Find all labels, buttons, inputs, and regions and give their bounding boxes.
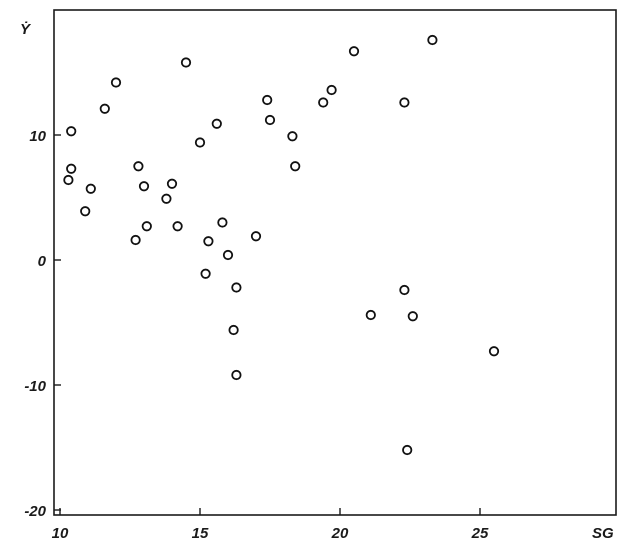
data-point <box>222 249 234 261</box>
data-point <box>287 131 298 142</box>
data-point <box>141 221 152 232</box>
data-point <box>63 174 74 186</box>
x-axis-label: SG <box>592 525 614 542</box>
y-axis-label: Ẏ <box>20 21 32 38</box>
data-point <box>427 34 438 46</box>
y-tick-label: -20 <box>24 503 46 520</box>
data-point <box>66 163 77 174</box>
data-point <box>99 103 110 114</box>
data-point <box>488 346 500 357</box>
data-point <box>262 94 273 106</box>
data-point <box>180 57 192 68</box>
data-point <box>80 206 91 217</box>
data-point <box>110 77 122 88</box>
y-tick-label: -10 <box>24 378 46 395</box>
data-point <box>166 178 178 189</box>
data-point <box>66 126 77 137</box>
data-point <box>326 84 337 96</box>
data-point <box>290 161 301 172</box>
data-points <box>63 34 500 456</box>
y-tick-label: 10 <box>29 128 46 145</box>
data-point <box>85 183 96 194</box>
data-point <box>217 217 228 228</box>
x-tick-label: 10 <box>52 525 69 542</box>
data-point <box>318 97 329 108</box>
data-point <box>348 46 360 57</box>
data-point <box>365 309 376 321</box>
data-point <box>161 193 172 204</box>
data-point <box>228 324 239 336</box>
data-point <box>399 284 410 296</box>
data-point <box>231 369 242 381</box>
x-tick-label: 20 <box>331 525 349 542</box>
y-tick-label: 0 <box>38 253 47 270</box>
x-tick-label: 25 <box>471 525 489 542</box>
data-point <box>200 268 211 279</box>
x-tick-label: 15 <box>192 525 209 542</box>
data-point <box>203 236 214 247</box>
data-point <box>402 444 413 456</box>
y-axis-ticks: -20 -10 0 10 <box>24 128 61 520</box>
data-point <box>231 282 242 293</box>
data-point <box>172 221 183 232</box>
data-point <box>194 137 206 148</box>
data-point <box>399 97 410 108</box>
data-point <box>211 118 222 129</box>
x-axis-ticks: 10 15 20 25 <box>52 508 489 542</box>
data-point <box>407 311 418 322</box>
data-point <box>250 231 262 242</box>
data-point <box>130 234 141 246</box>
plot-frame <box>53 9 617 516</box>
data-point <box>138 181 150 192</box>
data-point <box>264 114 276 126</box>
data-point <box>133 161 144 172</box>
